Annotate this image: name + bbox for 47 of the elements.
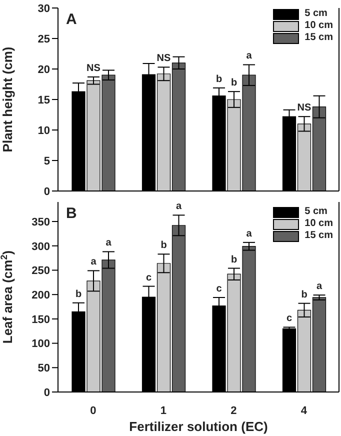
data-label: b	[301, 289, 308, 300]
x-tick-label: 2	[230, 404, 237, 417]
y-tick-label: 10	[38, 124, 50, 137]
data-label: b	[160, 240, 167, 252]
data-label: a	[106, 238, 112, 249]
y-tick-label: 25	[38, 33, 50, 46]
y-tick-label: 5	[44, 155, 50, 168]
data-label: a	[246, 50, 252, 62]
legend-label: 10 cm	[304, 20, 333, 32]
data-label: c	[286, 313, 292, 324]
chart-title: B	[66, 205, 77, 222]
x-tick-label: 0	[90, 404, 96, 417]
data-label: c	[146, 272, 152, 284]
data-label: NS	[297, 102, 312, 114]
y-tick-label: 0	[44, 186, 50, 198]
data-label: a	[90, 256, 97, 268]
data-label: b	[75, 288, 82, 300]
y-tick-label: 0	[44, 386, 50, 399]
x-axis-title: Fertilizer solution (EC)	[129, 419, 268, 434]
data-label: c	[216, 283, 222, 294]
y-tick-label: 20	[38, 64, 50, 76]
data-label: NS	[156, 53, 172, 64]
data-label: NS	[86, 62, 101, 74]
y-tick-label: 30	[38, 2, 50, 15]
data-label: b	[230, 254, 238, 266]
y-tick-label: 50	[38, 362, 50, 375]
legend-label: 15 cm	[304, 32, 333, 44]
y-tick-label: 150	[32, 314, 50, 326]
y-axis-title: Plant height (cm)	[0, 46, 15, 152]
data-label: a	[246, 228, 252, 240]
data-label: b	[216, 74, 222, 85]
chart-title: A	[66, 11, 77, 28]
y-tick-label: 350	[32, 216, 50, 228]
legend-label: 5 cm	[304, 206, 328, 218]
data-label: a	[176, 201, 182, 212]
y-tick-label: 15	[38, 94, 50, 106]
x-tick-label: 1	[160, 404, 166, 417]
legend-label: 10 cm	[304, 218, 333, 230]
data-label: a	[316, 281, 322, 292]
legend-label: 5 cm	[304, 8, 328, 20]
y-tick-label: 300	[32, 240, 50, 253]
legend-label: 15 cm	[304, 230, 333, 242]
data-label: b	[230, 78, 238, 89]
x-tick-label: 4	[300, 404, 308, 417]
y-tick-label: 200	[32, 289, 50, 302]
y-tick-label: 250	[32, 265, 50, 278]
y-tick-label: 100	[32, 338, 50, 350]
